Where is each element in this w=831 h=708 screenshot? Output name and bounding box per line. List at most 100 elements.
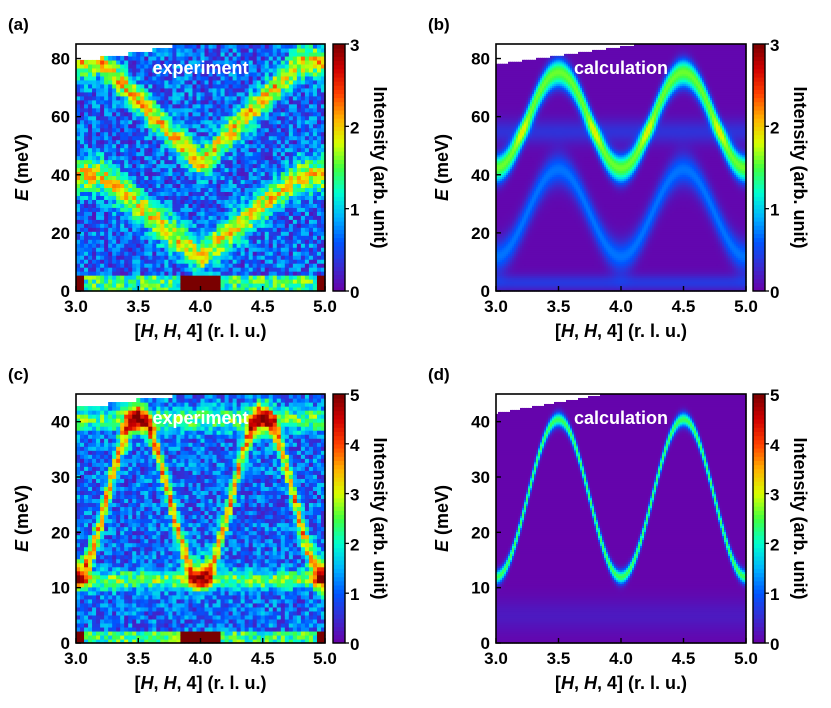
x-tick-label: 5.0	[313, 297, 337, 316]
heatmap-cell	[104, 275, 109, 280]
heatmap-cell	[184, 251, 190, 256]
heatmap-cell	[508, 176, 511, 179]
heatmap-cell	[320, 83, 326, 89]
heatmap-cell	[292, 211, 298, 216]
heatmap-cell	[88, 219, 93, 224]
heatmap-cell	[276, 79, 282, 85]
heatmap-cell	[232, 127, 238, 133]
heatmap-cell	[500, 198, 503, 201]
heatmap-cell	[280, 235, 286, 240]
heatmap-cell	[512, 63, 515, 67]
heatmap-cell	[514, 158, 517, 162]
heatmap-cell	[84, 243, 89, 248]
heatmap-cell	[312, 135, 318, 141]
heatmap-cell	[308, 203, 314, 208]
heatmap-cell	[300, 191, 306, 196]
heatmap-cell	[144, 107, 149, 113]
heatmap-cell	[96, 183, 101, 189]
heatmap-cell	[264, 135, 270, 141]
heatmap-cell	[264, 55, 270, 61]
heatmap-cell	[502, 109, 505, 112]
heatmap-cell	[504, 130, 507, 134]
heatmap-cell	[508, 273, 511, 276]
heatmap-cell	[312, 175, 318, 181]
heatmap-cell	[504, 63, 507, 67]
heatmap-cell	[510, 81, 513, 85]
heatmap-cell	[244, 63, 250, 69]
heatmap-cell	[148, 75, 153, 81]
heatmap-cell	[510, 105, 513, 108]
heatmap-cell	[304, 279, 310, 284]
heatmap-cell	[176, 195, 182, 200]
heatmap-cell	[136, 231, 141, 236]
heatmap-cell	[508, 93, 511, 96]
heatmap-cell	[284, 211, 290, 216]
heatmap-cell	[140, 191, 145, 196]
heatmap-cell	[512, 219, 515, 223]
heatmap-cell	[498, 196, 501, 199]
heatmap-cell	[208, 67, 214, 73]
heatmap-cell	[284, 139, 290, 145]
heatmap-cell	[500, 247, 503, 251]
heatmap-cell	[506, 204, 509, 207]
heatmap-cell	[510, 209, 513, 213]
heatmap-cell	[92, 283, 97, 288]
heatmap-cell	[132, 91, 137, 97]
heatmap-cell	[236, 231, 242, 236]
heatmap-cell	[236, 243, 242, 248]
heatmap-cell	[498, 263, 501, 266]
heatmap-cell	[498, 269, 501, 272]
heatmap-cell	[224, 219, 230, 224]
heatmap-cell	[224, 255, 230, 260]
heatmap-cell	[268, 275, 274, 280]
heatmap-cell	[510, 281, 513, 284]
heatmap-cell	[514, 209, 517, 213]
heatmap-cell	[132, 155, 137, 161]
heatmap-cell	[510, 211, 513, 215]
heatmap-cell	[512, 172, 515, 176]
heatmap-cell	[196, 283, 202, 288]
heatmap-cell	[512, 202, 515, 205]
heatmap-cell	[100, 255, 105, 260]
heatmap-cell	[514, 259, 517, 262]
heatmap-cell	[92, 135, 97, 141]
heatmap-cell	[512, 209, 515, 213]
heatmap-cell	[144, 167, 149, 173]
heatmap-cell	[240, 219, 246, 224]
heatmap-cell	[128, 223, 133, 228]
heatmap-cell	[204, 95, 210, 101]
heatmap-cell	[104, 67, 109, 73]
heatmap-cell	[236, 179, 242, 185]
heatmap-cell	[248, 71, 254, 77]
heatmap-cell	[300, 227, 306, 232]
heatmap-cell	[512, 85, 515, 89]
heatmap-cell	[308, 79, 314, 85]
heatmap-cell	[280, 119, 286, 125]
heatmap-cell	[500, 152, 503, 156]
heatmap-cell	[92, 211, 97, 216]
heatmap-cell	[244, 219, 250, 224]
heatmap-cell	[208, 179, 214, 185]
heatmap-cell	[284, 63, 290, 69]
heatmap-cell	[304, 71, 310, 77]
heatmap-cell	[140, 75, 145, 81]
heatmap-cell	[80, 99, 85, 105]
heatmap-cell	[232, 231, 238, 236]
heatmap-cell	[192, 115, 198, 121]
heatmap-cell	[176, 215, 182, 220]
heatmap-cell	[510, 103, 513, 106]
heatmap-cell	[76, 63, 81, 69]
heatmap-cell	[196, 163, 202, 169]
heatmap-cell	[92, 267, 97, 272]
heatmap-cell	[508, 85, 511, 89]
heatmap-cell	[510, 89, 513, 93]
heatmap-cell	[140, 219, 145, 224]
heatmap-cell	[498, 243, 501, 247]
heatmap-cell	[212, 259, 218, 264]
heatmap-cell	[168, 151, 173, 157]
heatmap-cell	[204, 175, 210, 181]
heatmap-cell	[184, 147, 190, 153]
heatmap-cell	[268, 79, 274, 85]
heatmap-cell	[502, 107, 505, 110]
heatmap-cell	[224, 271, 230, 276]
